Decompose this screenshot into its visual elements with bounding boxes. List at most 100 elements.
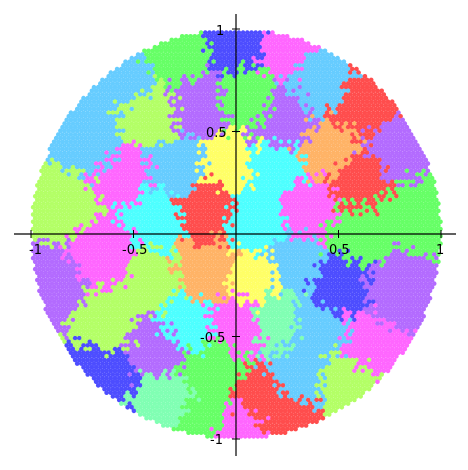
data-point — [345, 88, 351, 94]
data-point — [228, 74, 233, 79]
data-point — [236, 95, 242, 101]
data-point — [221, 41, 227, 46]
data-point — [276, 63, 282, 68]
data-point — [190, 74, 195, 79]
data-point — [156, 52, 162, 57]
data-point — [123, 66, 128, 72]
data-point — [102, 103, 107, 108]
data-point — [198, 52, 204, 57]
data-point — [215, 66, 221, 72]
data-point — [224, 37, 229, 43]
data-point — [249, 37, 254, 43]
data-point — [259, 63, 265, 68]
data-point — [312, 44, 317, 50]
data-point — [186, 52, 191, 57]
data-point — [184, 106, 189, 112]
data-point — [289, 92, 294, 97]
data-point — [268, 55, 273, 61]
data-point — [322, 99, 328, 104]
data-point — [192, 77, 198, 83]
data-point — [259, 70, 265, 75]
data-point — [177, 66, 183, 72]
data-point — [291, 88, 296, 94]
data-point — [253, 81, 258, 86]
data-point — [221, 70, 227, 75]
data-point — [345, 95, 351, 101]
data-point — [236, 88, 242, 94]
data-point — [95, 92, 101, 97]
data-point — [188, 84, 193, 90]
data-point — [274, 37, 280, 43]
data-point — [242, 41, 248, 46]
data-point — [221, 92, 227, 97]
data-point — [150, 106, 156, 112]
data-point — [200, 63, 206, 68]
data-point — [205, 92, 210, 97]
data-point — [112, 70, 118, 75]
data-point — [106, 103, 111, 108]
data-point — [251, 92, 256, 97]
data-point — [240, 88, 246, 94]
data-point — [333, 74, 338, 79]
data-point — [158, 84, 164, 90]
data-point — [240, 74, 246, 79]
data-point — [81, 95, 86, 101]
data-point — [221, 77, 227, 83]
data-point — [217, 77, 223, 83]
data-point — [261, 59, 267, 64]
data-point — [247, 34, 252, 39]
data-point — [137, 106, 143, 112]
data-point — [329, 66, 334, 72]
data-point — [184, 92, 189, 97]
data-point — [179, 106, 185, 112]
data-point — [291, 95, 296, 101]
data-point — [259, 77, 265, 83]
data-point — [89, 95, 95, 101]
data-point — [282, 103, 288, 108]
data-point — [211, 74, 216, 79]
data-point — [230, 77, 235, 83]
data-point — [116, 99, 122, 104]
data-point — [196, 70, 202, 75]
data-point — [133, 84, 139, 90]
data-point — [272, 41, 277, 46]
data-point — [217, 41, 223, 46]
data-point — [163, 70, 168, 75]
data-point — [251, 55, 256, 61]
data-point — [226, 34, 231, 39]
data-point — [203, 44, 208, 50]
data-point — [322, 77, 328, 83]
data-point — [127, 74, 132, 79]
data-point — [230, 48, 235, 54]
data-point — [350, 88, 355, 94]
data-point — [253, 95, 258, 101]
data-point — [211, 95, 216, 101]
data-point — [194, 52, 200, 57]
data-point — [215, 74, 221, 79]
data-point — [266, 88, 271, 94]
data-point — [299, 37, 305, 43]
data-point — [169, 74, 174, 79]
data-point — [161, 44, 166, 50]
data-point — [251, 63, 256, 68]
data-point — [333, 59, 338, 64]
data-point — [278, 44, 284, 50]
data-point — [123, 103, 128, 108]
data-point — [171, 77, 177, 83]
data-point — [207, 44, 212, 50]
data-point — [215, 52, 221, 57]
data-point — [158, 106, 164, 112]
data-point — [360, 92, 366, 97]
data-point — [161, 95, 166, 101]
data-point — [196, 63, 202, 68]
data-point — [167, 99, 172, 104]
data-point — [310, 55, 315, 61]
data-point — [352, 77, 357, 83]
data-point — [251, 106, 256, 112]
data-point — [161, 66, 166, 72]
data-point — [308, 52, 313, 57]
data-point — [242, 92, 248, 97]
data-point — [368, 77, 374, 83]
data-point — [198, 30, 204, 35]
data-point — [280, 41, 286, 46]
